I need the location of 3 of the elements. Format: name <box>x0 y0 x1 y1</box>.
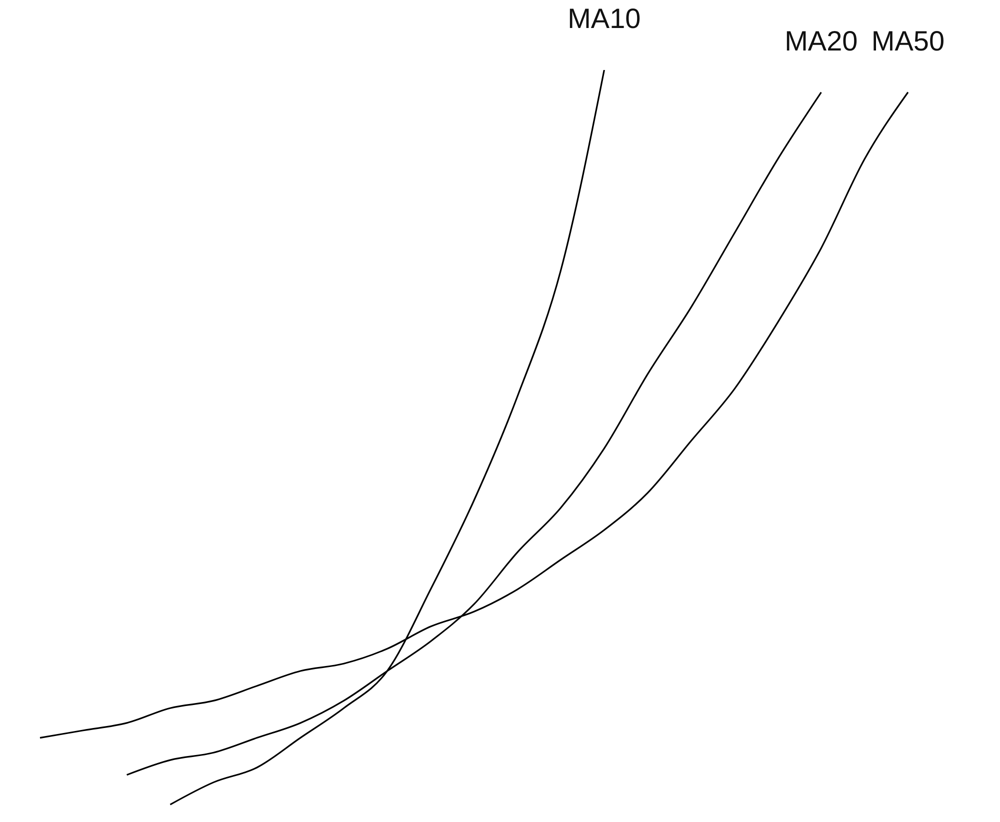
series-label: MA10 <box>568 3 641 34</box>
series-label: MA50 <box>871 25 945 56</box>
series-label: MA20 <box>784 25 858 56</box>
